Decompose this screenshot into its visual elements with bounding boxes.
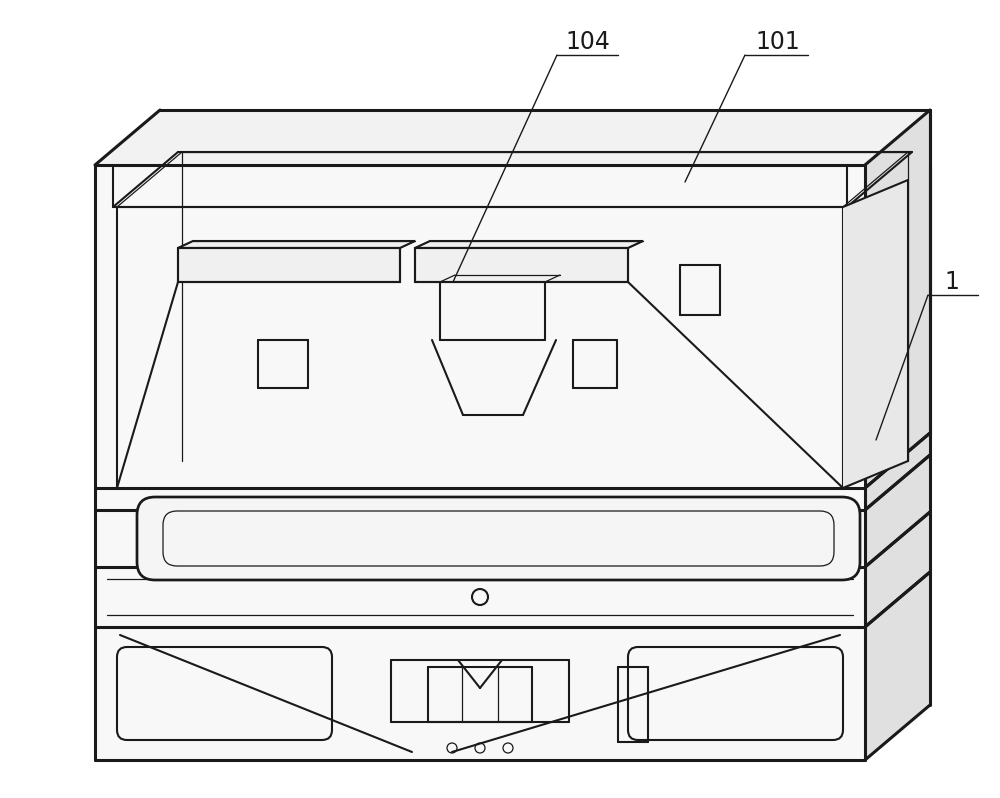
Polygon shape xyxy=(415,241,643,248)
Text: 1: 1 xyxy=(945,270,959,294)
Polygon shape xyxy=(415,248,628,282)
Text: 101: 101 xyxy=(756,30,800,54)
Polygon shape xyxy=(178,248,400,282)
Polygon shape xyxy=(95,165,865,760)
Polygon shape xyxy=(865,110,930,760)
Polygon shape xyxy=(843,180,908,488)
Polygon shape xyxy=(178,241,415,248)
Text: 104: 104 xyxy=(566,30,610,54)
Polygon shape xyxy=(95,110,930,165)
FancyBboxPatch shape xyxy=(137,497,860,580)
